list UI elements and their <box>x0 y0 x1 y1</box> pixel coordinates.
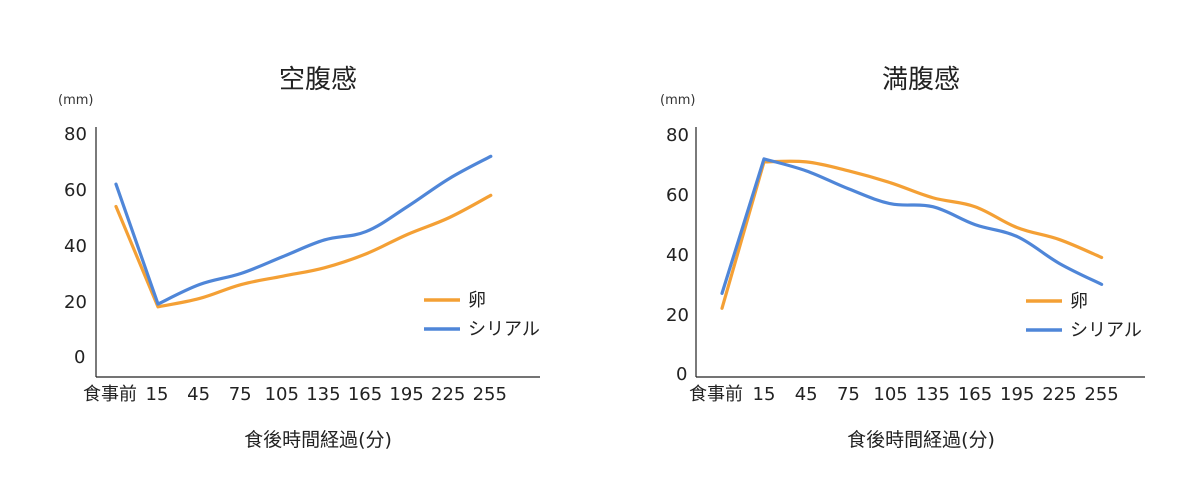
y-tick-label: 20 <box>64 292 87 313</box>
x-tick-label: 225 <box>1042 384 1076 405</box>
y-tick-label: 80 <box>64 124 87 145</box>
legend-label-egg: 卵 <box>1070 291 1088 312</box>
y-tick-label: 40 <box>64 236 87 257</box>
series-line-egg <box>720 159 1104 310</box>
series-line-cereal <box>720 157 1104 295</box>
y-tick-label: 60 <box>64 180 87 201</box>
chart-title: 空腹感 <box>279 65 357 95</box>
x-tick-label: 15 <box>146 384 169 405</box>
x-tick-label: 225 <box>431 384 465 405</box>
x-tick-label: 105 <box>873 384 907 405</box>
x-tick-label: 75 <box>229 384 252 405</box>
x-tick-label: 195 <box>1000 384 1034 405</box>
y-tick-label: 80 <box>666 125 689 146</box>
x-tick-label: 135 <box>916 384 950 405</box>
y-tick-label: 0 <box>676 364 687 385</box>
x-tick-label: 75 <box>837 384 860 405</box>
x-tick-label: 165 <box>348 384 382 405</box>
chart-hunger: 空腹感 (mm) 0 20 40 60 80 食事前 15 45 75 105 135 165 195 225… <box>58 65 540 451</box>
x-tick-label: 食事前 <box>689 384 743 405</box>
x-tick-label: 255 <box>473 384 507 405</box>
x-axis-title: 食後時間経過(分) <box>244 429 392 451</box>
x-tick-label: 105 <box>265 384 299 405</box>
series-line-egg <box>114 193 493 309</box>
y-tick-label: 40 <box>666 245 689 266</box>
x-tick-label: 255 <box>1084 384 1118 405</box>
x-tick-label: 135 <box>306 384 340 405</box>
y-unit-label: (mm) <box>660 93 695 108</box>
y-unit-label: (mm) <box>58 93 93 108</box>
chart-fullness-svg: 満腹感 (mm) 0 20 40 60 80 食事前 15 45 75 105 135 165 195 225… <box>660 65 1145 451</box>
x-tick-label: 15 <box>753 384 776 405</box>
legend-label-cereal: シリアル <box>468 319 540 340</box>
x-tick-label: 45 <box>795 384 818 405</box>
legend-label-egg: 卵 <box>468 290 486 311</box>
chart-title: 満腹感 <box>882 65 960 95</box>
chart-hunger-svg: 空腹感 (mm) 0 20 40 60 80 食事前 15 45 75 105 135 165 195 225… <box>58 65 540 451</box>
y-tick-label: 20 <box>666 305 689 326</box>
series-line-cereal <box>114 154 493 306</box>
x-axis-title: 食後時間経過(分) <box>847 429 995 451</box>
legend-label-cereal: シリアル <box>1070 320 1142 341</box>
x-tick-label: 165 <box>958 384 992 405</box>
chart-fullness: 満腹感 (mm) 0 20 40 60 80 食事前 15 45 75 105 135 165 195 225… <box>596 0 1192 504</box>
x-tick-label: 195 <box>389 384 423 405</box>
x-tick-label: 食事前 <box>83 384 137 405</box>
y-tick-label: 60 <box>666 185 689 206</box>
y-tick-label: 0 <box>74 347 85 368</box>
x-tick-label: 45 <box>187 384 210 405</box>
